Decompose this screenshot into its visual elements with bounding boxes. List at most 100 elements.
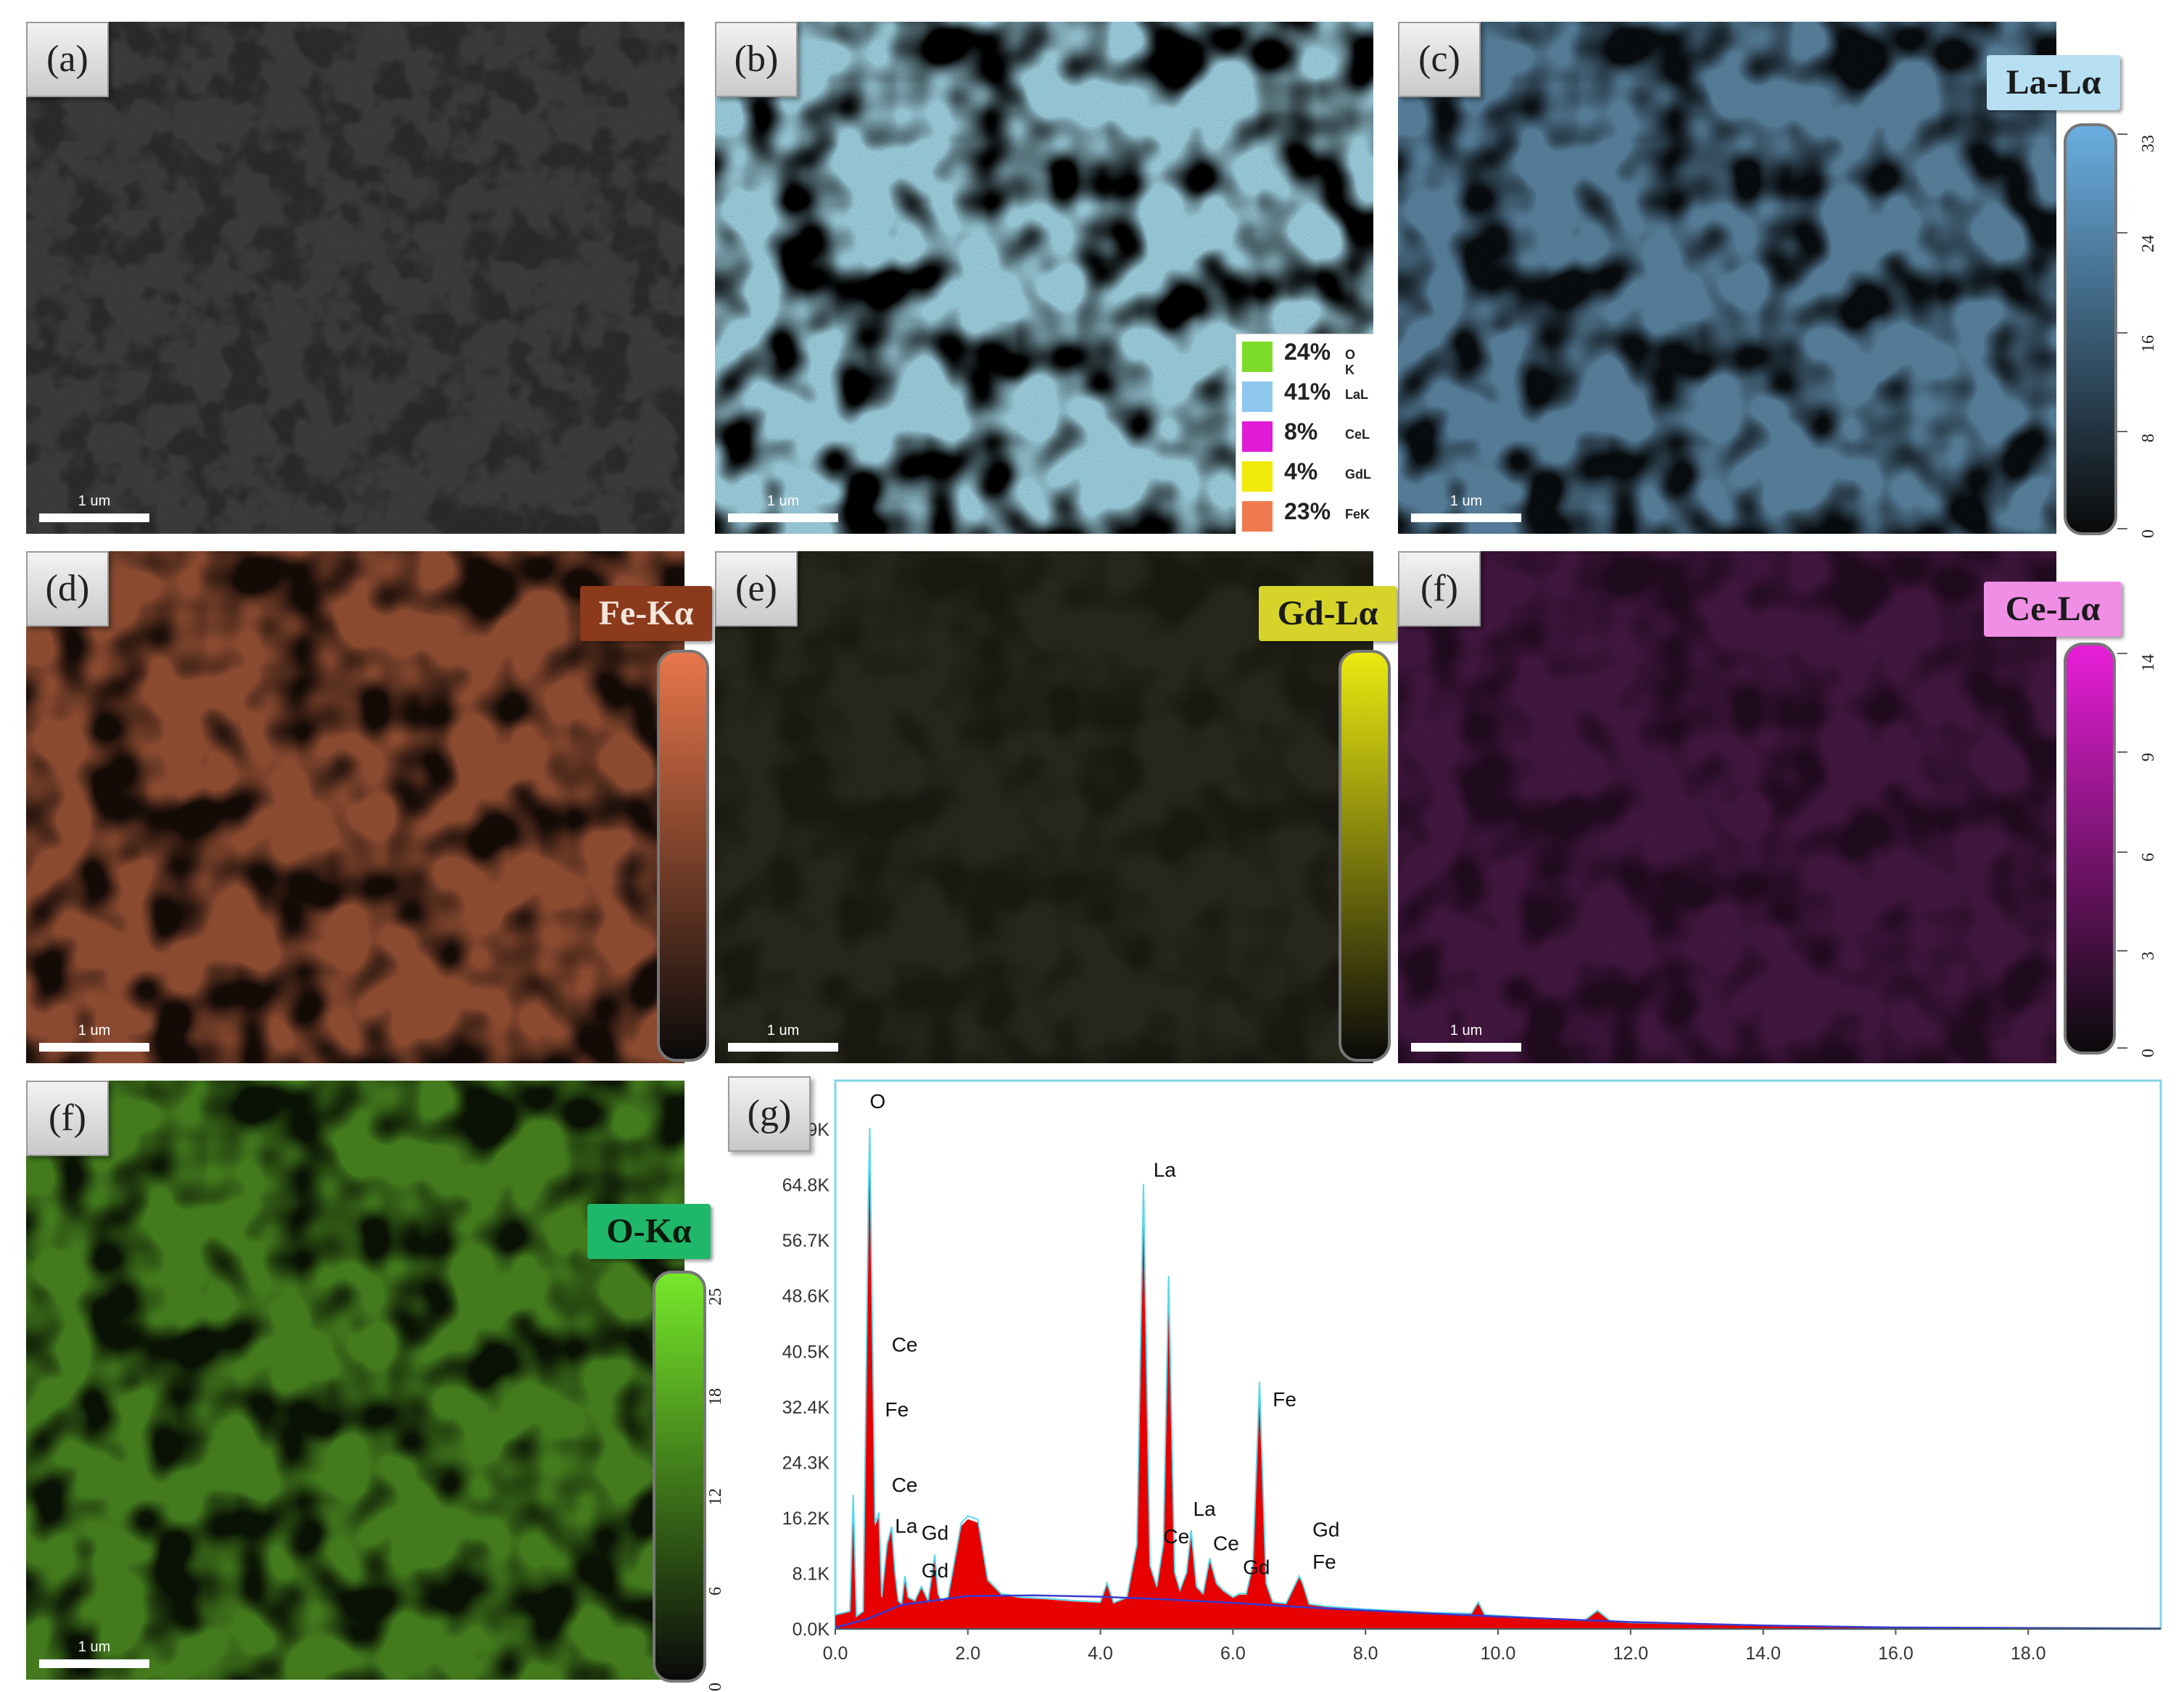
colorbar-ticks-la: 33 24 16 8 0 [2117,123,2175,538]
peak-label: Fe [1273,1388,1296,1411]
scale-bar: 1 um [1411,1023,1521,1052]
panel-g-eds-spectrum: 0.0K 8.1K 16.2K 24.3K 32.4K 40.5K 48.6K 56.7K 64… [725,1073,2175,1683]
colorbar-tick-label: 18 [706,1388,725,1406]
x-tick-label: 8.0 [1353,1643,1378,1664]
colorbar-tick-label: 3 [2139,952,2158,960]
x-tick-label: 12.0 [1613,1643,1648,1664]
x-tick-label: 6.0 [1220,1643,1246,1664]
colorbar-o [653,1271,706,1683]
panel-d-fe-map: (d) 1 um [26,551,684,1063]
spectrum-outline [835,1127,2162,1629]
colorbar-tick-label: 0 [706,1683,725,1691]
scale-bar: 1 um [39,1639,149,1668]
peak-label: La [895,1515,918,1538]
colorbar-tick-label: 0 [2139,1049,2158,1057]
o-element-map [26,1081,684,1680]
y-tick-label: 40.5K [782,1342,830,1362]
background-line [835,1594,2162,1630]
scale-bar-line [1411,1043,1521,1052]
y-tick-label: 64.8K [782,1176,830,1196]
peak-label: Gd [922,1522,948,1544]
scale-bar: 1 um [728,493,838,522]
x-tick-label: 14.0 [1745,1643,1781,1664]
scale-bar: 1 um [728,1023,838,1052]
ce-element-map [1398,551,2056,1063]
legend-swatch [1242,461,1273,492]
colorbar-tick-label: 0 [2139,529,2158,538]
panel-f-ce-map: (f) 1 um [1398,551,2056,1063]
tick-mark [2117,133,2127,135]
panel-label: (b) [715,22,798,97]
scale-bar-line [39,1659,149,1668]
scale-bar-line [39,1043,149,1052]
scale-bar: 1 um [1411,493,1521,522]
scale-bar-text: 1 um [78,1023,111,1039]
panel-label: (f) [26,1081,109,1156]
legend-swatch [1242,421,1273,452]
tick-mark [2117,751,2127,753]
colorbar-ticks-ce: 14 9 6 3 0 [2117,643,2175,1057]
scale-bar-text: 1 um [1449,1023,1483,1039]
y-tick-label: 8.1K [793,1564,830,1584]
tick-mark [2117,653,2127,654]
legend-element: CeL [1345,427,1370,442]
panel-b-composite-map: (b) 24% O K 41% LaL 8% CeL 4% GdL 23% Fe… [715,22,1373,534]
colorbar-tick-label: 6 [706,1587,725,1596]
y-tick-label: 9K [807,1120,830,1140]
colorbar-tick-label: 14 [2139,654,2158,672]
legend-percent: 8% [1284,418,1318,445]
composite-eds-map [715,22,1373,534]
colorbar-tick-label: 24 [2139,235,2158,252]
peak-label: Ce [1163,1525,1189,1548]
y-tick-label: 56.7K [782,1231,830,1251]
panel-a-sem-image: (a) 1 um [26,22,684,534]
peak-label: O [870,1090,886,1113]
panel-label: (g) [728,1076,811,1152]
colorbar-fe [657,650,709,1062]
map-tag-gd: Gd-Lα [1259,586,1397,641]
eds-spectrum-chart: 0.0K 8.1K 16.2K 24.3K 32.4K 40.5K 48.6K 56.7K 64… [782,1079,2162,1664]
legend-element: GdL [1345,467,1371,482]
legend-element: O K [1345,347,1356,377]
y-tick-label: 0.0K [793,1619,830,1640]
tick-mark [2117,431,2127,432]
map-tag-fe: Fe-Kα [580,586,712,641]
legend-percent: 24% [1284,339,1331,365]
y-tick-label: 16.2K [782,1509,830,1529]
peak-label: Fe [1312,1551,1336,1573]
panel-label: (d) [26,551,109,627]
scale-bar-text: 1 um [78,493,111,509]
colorbar-ticks-o: 25 18 12 6 0 [706,1276,725,1691]
panel-label: (f) [1398,551,1481,627]
panel-label: (c) [1398,22,1481,97]
peak-label: Fe [885,1398,909,1421]
scale-bar-line [39,513,149,522]
legend-swatch [1242,501,1273,532]
x-tick-label: 2.0 [955,1643,980,1664]
tick-mark [2117,1047,2127,1049]
tick-mark [2117,950,2127,952]
tick-mark [2117,232,2127,234]
scale-bar-line [728,1043,838,1052]
panel-label: (e) [715,551,798,627]
panel-c-la-map: (c) 1 um [1398,22,2056,534]
legend-percent: 41% [1284,379,1331,405]
peak-label: Ce [892,1333,918,1355]
sem-micrograph [26,22,684,534]
fe-element-map [26,551,684,1063]
scale-bar-text: 1 um [78,1639,111,1655]
legend-element: FeK [1345,507,1370,521]
x-tick-label: 0.0 [823,1643,848,1664]
colorbar-tick-label: 12 [706,1488,725,1506]
peak-label: Ce [1213,1532,1239,1554]
scale-bar: 1 um [39,493,149,522]
colorbar-tick-label: 9 [2139,753,2158,762]
la-element-map [1398,22,2056,534]
scale-bar: 1 um [39,1023,149,1052]
scale-bar-text: 1 um [766,493,800,509]
colorbar-ce [2064,643,2116,1055]
peak-label: Gd [1243,1556,1270,1578]
legend-percent: 4% [1284,458,1318,484]
scale-bar-text: 1 um [766,1023,800,1039]
tick-mark [2117,851,2127,853]
